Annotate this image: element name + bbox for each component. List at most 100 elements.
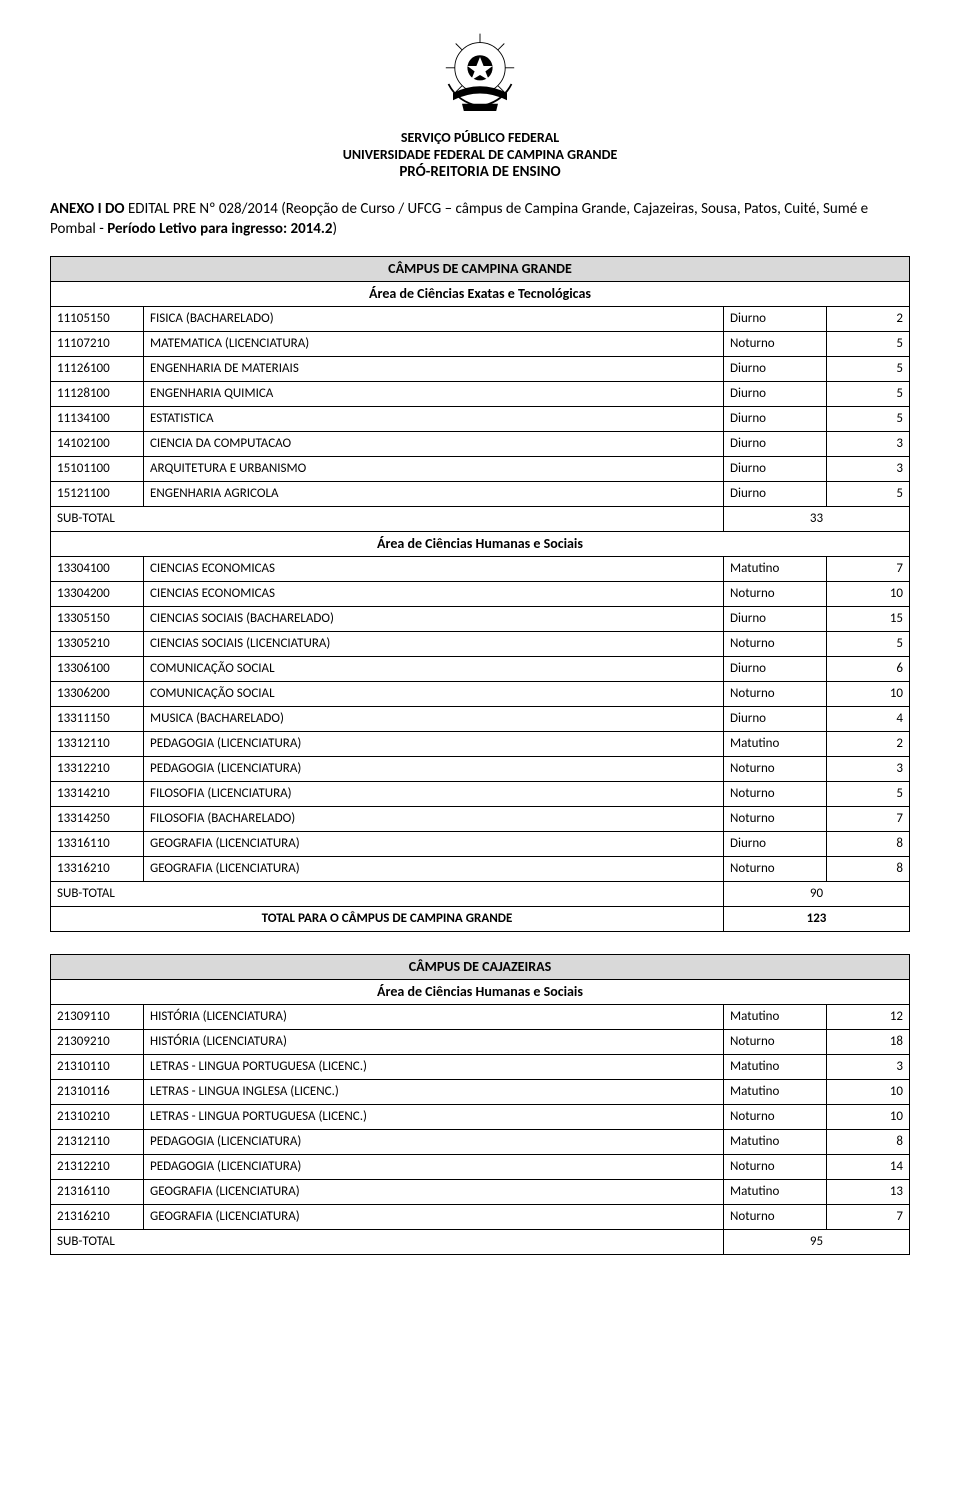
cell-shift: Noturno [724, 581, 827, 606]
cell-num: 10 [827, 1079, 910, 1104]
cell-code: 21309210 [51, 1029, 144, 1054]
cell-num: 3 [827, 1054, 910, 1079]
cell-shift: Diurno [724, 406, 827, 431]
table-row: 13316110GEOGRAFIA (LICENCIATURA)Diurno8 [51, 831, 910, 856]
national-emblem [50, 30, 910, 125]
cell-num: 13 [827, 1179, 910, 1204]
cell-name: HISTÓRIA (LICENCIATURA) [144, 1004, 724, 1029]
table-row: 21310116LETRAS - LINGUA INGLESA (LICENC.… [51, 1079, 910, 1104]
table-row: 13304100CIENCIAS ECONOMICASMatutino7 [51, 556, 910, 581]
subtotal-value: 95 [724, 1229, 910, 1254]
cell-num: 3 [827, 456, 910, 481]
cell-shift: Noturno [724, 1029, 827, 1054]
cell-name: CIENCIAS ECONOMICAS [144, 581, 724, 606]
cell-num: 12 [827, 1004, 910, 1029]
cell-num: 4 [827, 706, 910, 731]
cell-num: 5 [827, 381, 910, 406]
subtotal-value: 33 [724, 506, 910, 531]
cell-code: 11128100 [51, 381, 144, 406]
cell-num: 3 [827, 431, 910, 456]
cell-num: 5 [827, 481, 910, 506]
cell-name: FILOSOFIA (LICENCIATURA) [144, 781, 724, 806]
table-row: 13314250FILOSOFIA (BACHARELADO)Noturno7 [51, 806, 910, 831]
cell-shift: Noturno [724, 681, 827, 706]
cell-shift: Noturno [724, 781, 827, 806]
table-row: 13316210GEOGRAFIA (LICENCIATURA)Noturno8 [51, 856, 910, 881]
table-row: 21312110PEDAGOGIA (LICENCIATURA)Matutino… [51, 1129, 910, 1154]
table-row: 11126100ENGENHARIA DE MATERIAISDiurno5 [51, 356, 910, 381]
cell-num: 2 [827, 306, 910, 331]
cell-code: 21316210 [51, 1204, 144, 1229]
cell-num: 5 [827, 356, 910, 381]
cell-name: HISTÓRIA (LICENCIATURA) [144, 1029, 724, 1054]
table-row: 13304200CIENCIAS ECONOMICASNoturno10 [51, 581, 910, 606]
cell-num: 5 [827, 631, 910, 656]
cell-name: LETRAS - LINGUA PORTUGUESA (LICENC.) [144, 1054, 724, 1079]
area-header: Área de Ciências Humanas e Sociais [51, 531, 910, 556]
cell-code: 15121100 [51, 481, 144, 506]
cell-num: 10 [827, 581, 910, 606]
total-value: 123 [724, 906, 910, 931]
cell-shift: Diurno [724, 831, 827, 856]
cell-code: 21310210 [51, 1104, 144, 1129]
cell-shift: Diurno [724, 306, 827, 331]
cell-code: 11105150 [51, 306, 144, 331]
cell-shift: Noturno [724, 631, 827, 656]
table-row: 11134100ESTATISTICADiurno5 [51, 406, 910, 431]
cell-name: CIENCIAS SOCIAIS (BACHARELADO) [144, 606, 724, 631]
cell-name: ENGENHARIA DE MATERIAIS [144, 356, 724, 381]
cell-code: 21312110 [51, 1129, 144, 1154]
cell-shift: Diurno [724, 706, 827, 731]
anexo-sep: - [96, 220, 107, 238]
cell-num: 18 [827, 1029, 910, 1054]
table-row: 11128100ENGENHARIA QUIMICADiurno5 [51, 381, 910, 406]
cell-num: 8 [827, 1129, 910, 1154]
cell-num: 8 [827, 831, 910, 856]
cell-name: GEOGRAFIA (LICENCIATURA) [144, 1204, 724, 1229]
total-row: TOTAL PARA O CÂMPUS DE CAMPINA GRANDE123 [51, 906, 910, 931]
cell-name: PEDAGOGIA (LICENCIATURA) [144, 731, 724, 756]
cell-shift: Matutino [724, 731, 827, 756]
cell-name: PEDAGOGIA (LICENCIATURA) [144, 1154, 724, 1179]
cell-code: 21310116 [51, 1079, 144, 1104]
anexo-prefix: ANEXO I DO [50, 200, 128, 218]
subtotal-row: SUB-TOTAL90 [51, 881, 910, 906]
cell-name: ARQUITETURA E URBANISMO [144, 456, 724, 481]
table-row: 21309210HISTÓRIA (LICENCIATURA)Noturno18 [51, 1029, 910, 1054]
cell-name: PEDAGOGIA (LICENCIATURA) [144, 756, 724, 781]
cell-num: 6 [827, 656, 910, 681]
cell-name: MATEMATICA (LICENCIATURA) [144, 331, 724, 356]
table-row: 11107210MATEMATICA (LICENCIATURA)Noturno… [51, 331, 910, 356]
cell-code: 21310110 [51, 1054, 144, 1079]
cell-name: LETRAS - LINGUA PORTUGUESA (LICENC.) [144, 1104, 724, 1129]
cell-name: GEOGRAFIA (LICENCIATURA) [144, 856, 724, 881]
anexo-title-block: ANEXO I DO EDITAL PRE Nº 028/2014 (Reopç… [50, 199, 910, 240]
cell-code: 13305150 [51, 606, 144, 631]
cell-code: 21312210 [51, 1154, 144, 1179]
cell-num: 5 [827, 331, 910, 356]
area-header: Área de Ciências Exatas e Tecnológicas [51, 281, 910, 306]
cell-num: 7 [827, 1204, 910, 1229]
cell-num: 5 [827, 781, 910, 806]
cell-num: 3 [827, 756, 910, 781]
cell-num: 7 [827, 556, 910, 581]
table-row: 13311150MUSICA (BACHARELADO)Diurno4 [51, 706, 910, 731]
cell-shift: Diurno [724, 481, 827, 506]
cell-name: GEOGRAFIA (LICENCIATURA) [144, 831, 724, 856]
cell-name: ENGENHARIA AGRICOLA [144, 481, 724, 506]
table-row: 13312110PEDAGOGIA (LICENCIATURA)Matutino… [51, 731, 910, 756]
area-header: Área de Ciências Humanas e Sociais [51, 979, 910, 1004]
table-row: 13305210CIENCIAS SOCIAIS (LICENCIATURA)N… [51, 631, 910, 656]
cell-code: 13304200 [51, 581, 144, 606]
cell-shift: Matutino [724, 1179, 827, 1204]
cell-shift: Diurno [724, 431, 827, 456]
table-cajazeiras: CÂMPUS DE CAJAZEIRAS Área de Ciências Hu… [50, 954, 910, 1255]
cell-code: 13316110 [51, 831, 144, 856]
cell-name: CIENCIAS ECONOMICAS [144, 556, 724, 581]
cell-num: 15 [827, 606, 910, 631]
cell-code: 13306100 [51, 656, 144, 681]
cell-name: COMUNICAÇÃO SOCIAL [144, 681, 724, 706]
cell-code: 13312210 [51, 756, 144, 781]
cell-code: 13304100 [51, 556, 144, 581]
cell-name: FISICA (BACHARELADO) [144, 306, 724, 331]
